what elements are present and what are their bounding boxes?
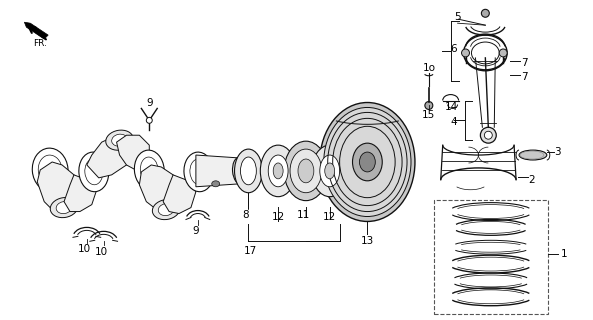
Text: 1: 1 <box>560 249 567 259</box>
Text: 3: 3 <box>554 147 561 157</box>
Ellipse shape <box>359 152 375 172</box>
Polygon shape <box>117 135 149 172</box>
Ellipse shape <box>56 202 72 214</box>
Ellipse shape <box>141 157 158 183</box>
Text: FR.: FR. <box>33 38 47 48</box>
Ellipse shape <box>352 143 382 181</box>
Ellipse shape <box>135 150 164 190</box>
Ellipse shape <box>232 157 248 185</box>
Text: 2: 2 <box>528 175 535 185</box>
Ellipse shape <box>106 130 133 150</box>
Circle shape <box>480 127 496 143</box>
Text: 6: 6 <box>450 44 457 54</box>
Polygon shape <box>24 22 48 39</box>
Text: 7: 7 <box>521 72 527 82</box>
Polygon shape <box>37 162 80 214</box>
Text: 15: 15 <box>422 110 435 120</box>
Text: 4: 4 <box>450 117 457 127</box>
Text: 14: 14 <box>445 102 458 112</box>
Ellipse shape <box>320 155 340 187</box>
Polygon shape <box>196 155 241 187</box>
Ellipse shape <box>111 134 127 146</box>
Ellipse shape <box>273 163 283 179</box>
Text: 1o: 1o <box>422 63 435 73</box>
Polygon shape <box>87 135 133 178</box>
Ellipse shape <box>260 145 296 197</box>
Ellipse shape <box>190 159 208 185</box>
Circle shape <box>484 131 492 139</box>
Text: 9: 9 <box>146 98 152 108</box>
Text: 10: 10 <box>78 244 91 254</box>
Circle shape <box>461 49 470 57</box>
Text: 12: 12 <box>323 212 336 221</box>
Text: 5: 5 <box>454 12 461 22</box>
Text: 7: 7 <box>521 58 527 68</box>
Polygon shape <box>139 165 179 212</box>
Text: 17: 17 <box>244 246 257 256</box>
Ellipse shape <box>32 148 68 192</box>
Ellipse shape <box>85 159 103 185</box>
Ellipse shape <box>519 150 547 160</box>
Ellipse shape <box>158 204 174 216</box>
FancyBboxPatch shape <box>434 200 548 314</box>
Ellipse shape <box>50 197 78 218</box>
Ellipse shape <box>312 145 347 197</box>
Ellipse shape <box>184 152 213 192</box>
Ellipse shape <box>298 159 314 183</box>
Ellipse shape <box>320 102 415 221</box>
Ellipse shape <box>268 155 288 187</box>
Ellipse shape <box>324 108 411 217</box>
Text: 11: 11 <box>296 210 310 220</box>
Text: 12: 12 <box>272 212 285 222</box>
Ellipse shape <box>79 152 109 192</box>
Text: 10: 10 <box>95 247 109 257</box>
Ellipse shape <box>241 157 256 185</box>
Ellipse shape <box>152 199 180 220</box>
Circle shape <box>499 49 507 57</box>
Circle shape <box>425 101 433 109</box>
Ellipse shape <box>325 163 334 179</box>
Ellipse shape <box>235 149 262 193</box>
Polygon shape <box>64 175 97 212</box>
Ellipse shape <box>38 155 62 185</box>
Polygon shape <box>163 175 196 213</box>
Text: 13: 13 <box>361 236 374 246</box>
Circle shape <box>482 9 489 17</box>
Ellipse shape <box>212 181 219 187</box>
Text: 9: 9 <box>193 226 199 236</box>
Text: 8: 8 <box>242 210 248 220</box>
Ellipse shape <box>284 141 328 201</box>
Circle shape <box>146 117 152 123</box>
Ellipse shape <box>290 149 322 193</box>
